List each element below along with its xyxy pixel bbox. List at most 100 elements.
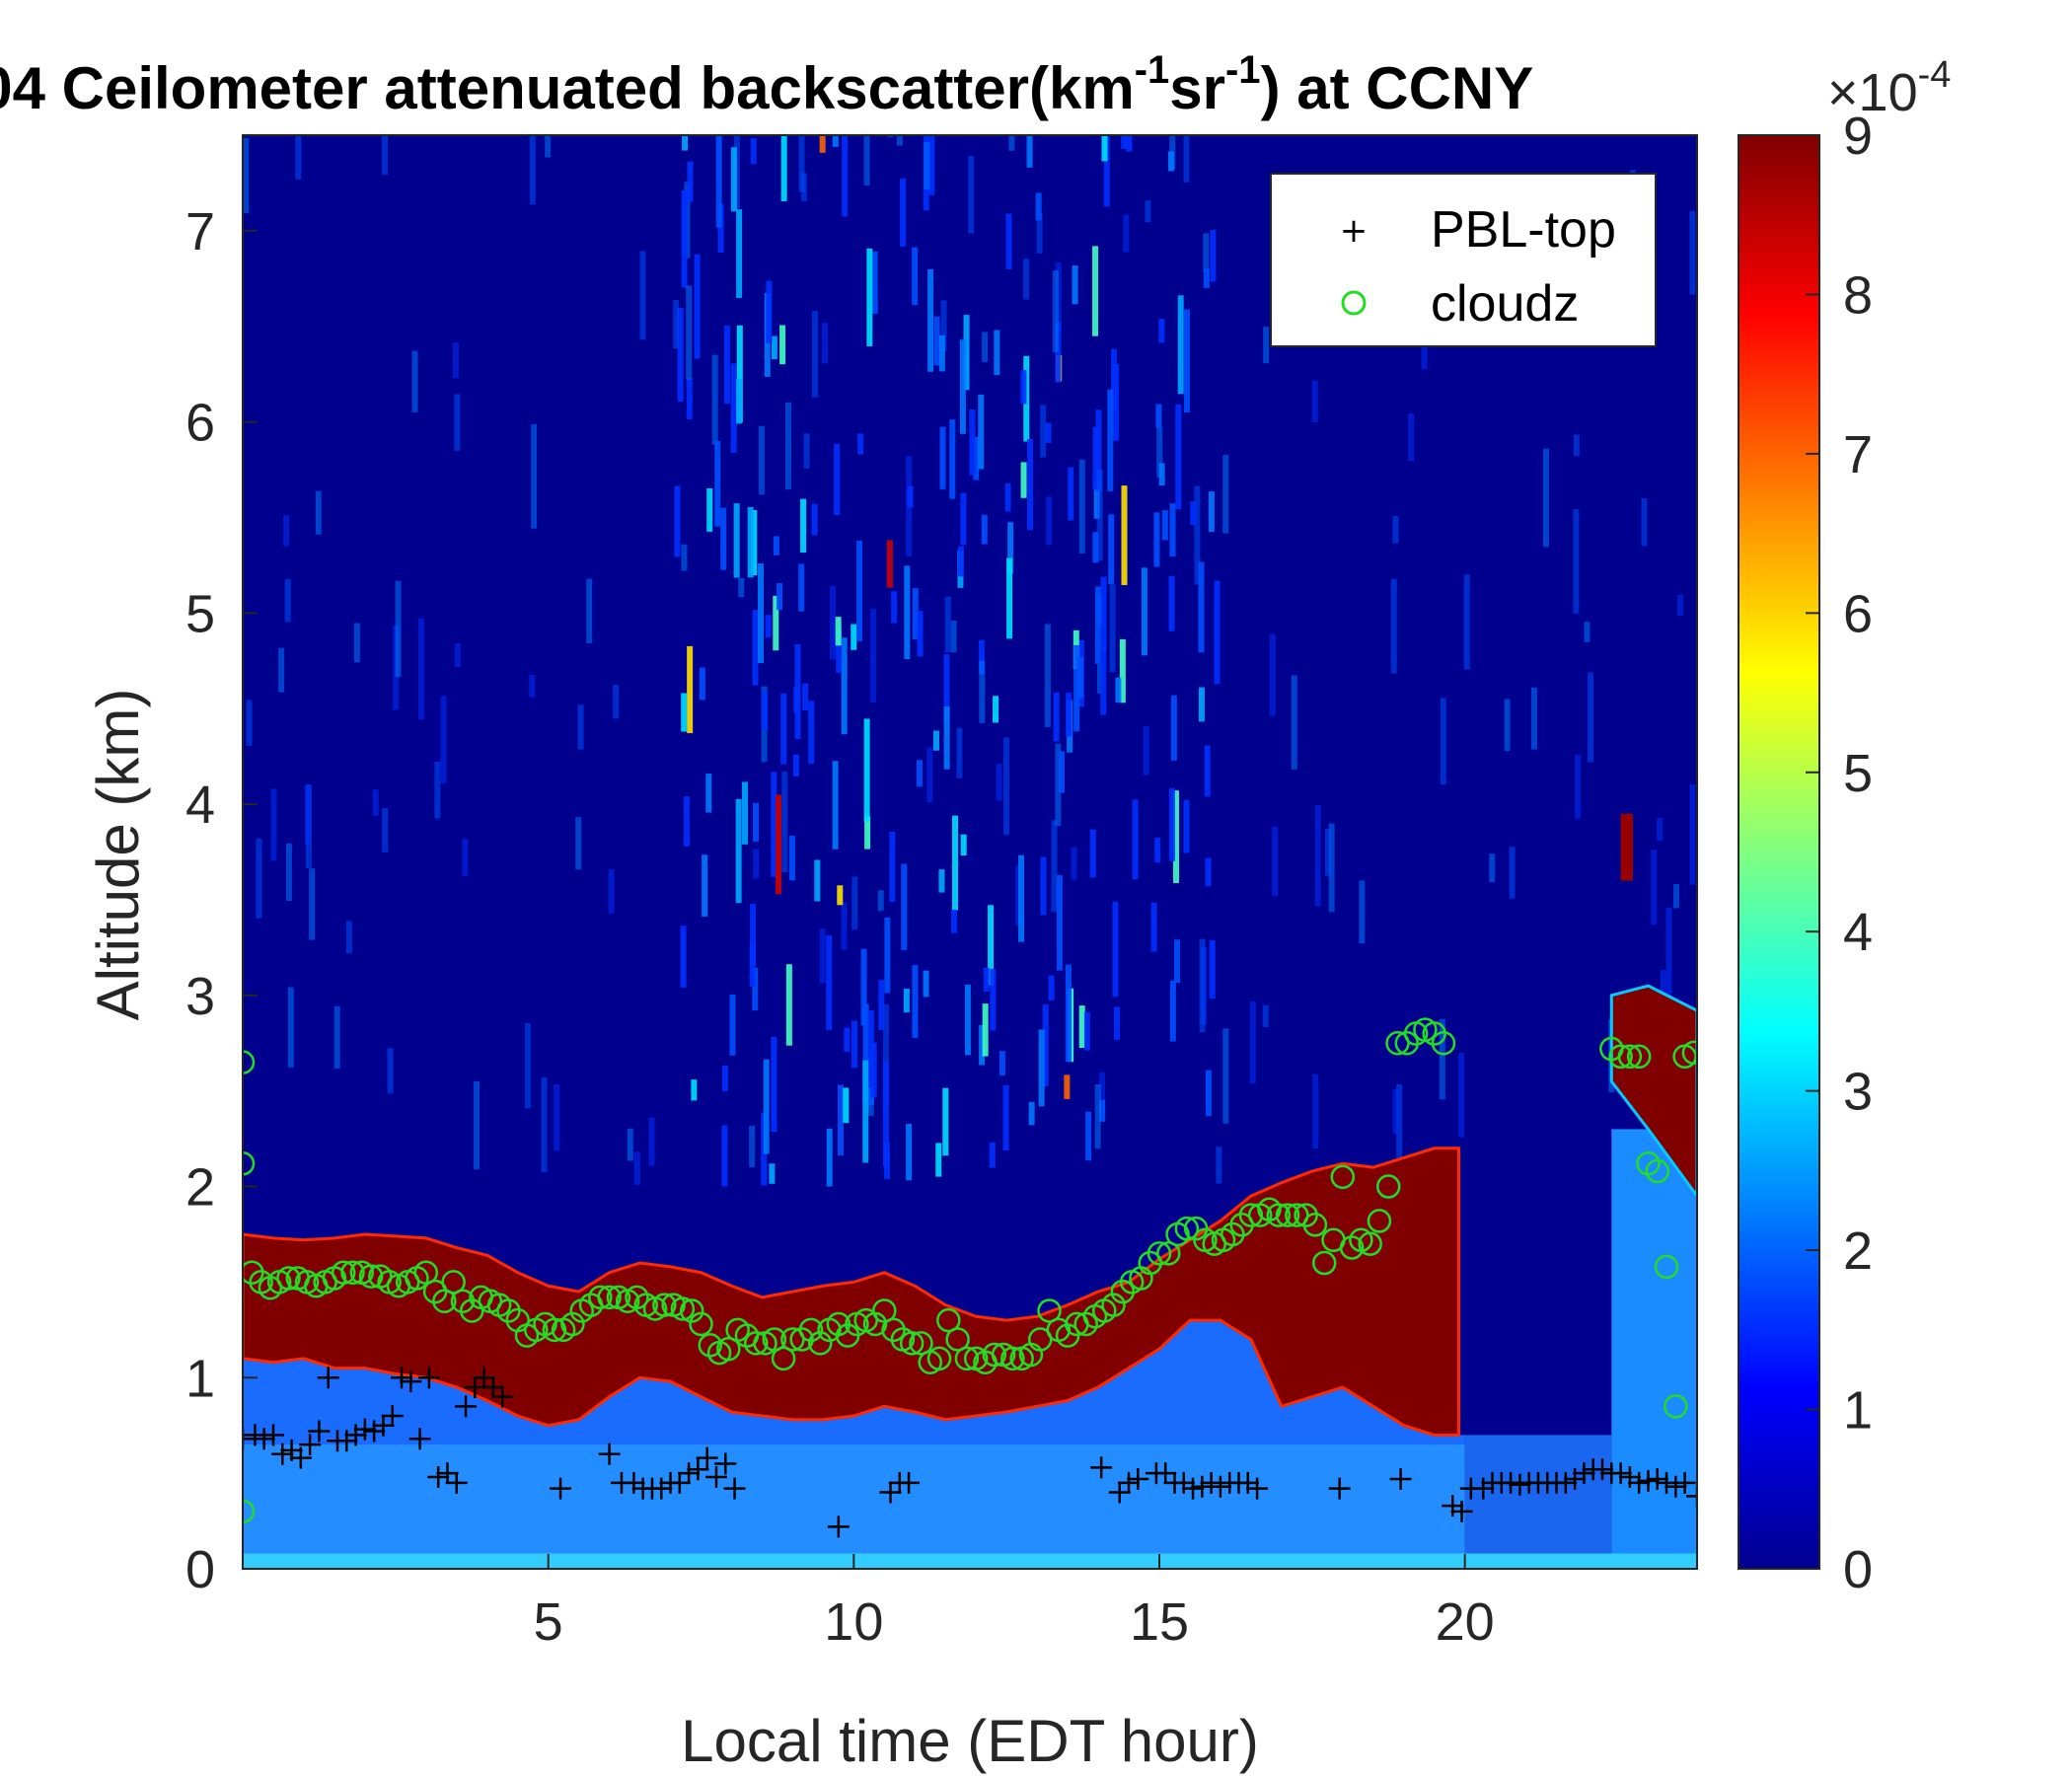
backscatter-speck (1072, 265, 1078, 305)
backscatter-speck (736, 325, 743, 423)
backscatter-speck (1641, 497, 1648, 547)
backscatter-speck (1155, 404, 1162, 428)
y-tick-label: 1 (185, 1349, 215, 1408)
backscatter-speck (1101, 135, 1108, 162)
backscatter-speck (1214, 580, 1221, 685)
backscatter-speck (1463, 574, 1470, 670)
backscatter-speck (1038, 1029, 1045, 1107)
backscatter-speck (792, 754, 799, 777)
backscatter-speck (1328, 823, 1335, 913)
backscatter-speck (864, 816, 871, 850)
backscatter-speck (304, 784, 311, 846)
backscatter-speck (938, 334, 945, 372)
backscatter-speck (758, 563, 765, 664)
backscatter-speck (1005, 213, 1012, 269)
pbl-top-point (1500, 1471, 1522, 1494)
backscatter-speck (1027, 438, 1034, 531)
backscatter-speck (1098, 1072, 1105, 1115)
backscatter-speck (729, 994, 736, 1056)
backscatter-speck (917, 611, 924, 657)
backscatter-speck (1078, 1005, 1085, 1049)
backscatter-speck (834, 443, 841, 516)
backscatter-speck (1035, 192, 1042, 221)
backscatter-speck (1119, 638, 1126, 703)
pbl-top-point (1236, 1471, 1259, 1494)
cloudz-point (780, 1327, 805, 1352)
backscatter-speck (993, 696, 999, 723)
backscatter-speck (969, 409, 976, 476)
backscatter-speck (1504, 699, 1511, 752)
cloudz-point (276, 1266, 301, 1291)
backscatter-speck (1172, 790, 1179, 883)
backscatter-speck (900, 178, 907, 247)
backscatter-speck (988, 905, 995, 986)
backscatter-speck (979, 1024, 986, 1066)
x-tick-label: 20 (1436, 1592, 1495, 1652)
pbl-top-point (408, 1428, 431, 1450)
backscatter-speck (1071, 847, 1077, 880)
cloudz-point (743, 1331, 769, 1356)
cloudz-point (872, 1298, 897, 1323)
backscatter-speck (1183, 309, 1190, 413)
legend: + PBL-top cloudz (1270, 173, 1657, 347)
backscatter-speck (979, 660, 986, 724)
backscatter-speck (387, 1048, 394, 1094)
backscatter-speck (1324, 828, 1331, 876)
backscatter-speck (837, 885, 844, 906)
backscatter-speck (866, 248, 873, 346)
backscatter-speck (1096, 663, 1103, 694)
cloudz-point (243, 1499, 256, 1524)
backscatter-speck (842, 135, 849, 217)
backscatter-speck (1173, 939, 1180, 984)
backscatter-speck (837, 1084, 844, 1156)
backscatter-speck (933, 316, 940, 366)
pbl-top-point (455, 1395, 478, 1418)
backscatter-speck (800, 173, 807, 201)
backscatter-speck (682, 135, 689, 151)
backscatter-speck (956, 727, 963, 778)
backscatter-speck (952, 815, 959, 911)
backscatter-speck (1458, 1053, 1465, 1138)
backscatter-speck (1222, 1028, 1229, 1124)
backscatter-speck (1046, 496, 1053, 546)
backscatter-speck (1190, 501, 1197, 526)
backscatter-speck (715, 135, 722, 228)
backscatter-speck (1396, 1083, 1403, 1170)
pbl-top-point (687, 1458, 709, 1481)
backscatter-speck (780, 693, 787, 765)
backscatter-speck (608, 869, 615, 914)
backscatter-speck (882, 1003, 889, 1108)
backscatter-speck (912, 247, 919, 306)
backscatter-speck (1100, 576, 1107, 652)
legend-box (1270, 173, 1657, 347)
backscatter-speck (1158, 319, 1165, 343)
backscatter-speck (1263, 327, 1270, 364)
pbl-top-point (598, 1443, 621, 1465)
backscatter-speck (1121, 135, 1128, 149)
backscatter-speck (1311, 381, 1318, 422)
backscatter-speck (916, 760, 923, 787)
backscatter-speck (711, 354, 718, 445)
backscatter-speck (857, 433, 864, 455)
backscatter-speck (1045, 422, 1052, 443)
plot-area (243, 0, 1705, 1569)
backscatter-speck (702, 854, 708, 917)
backscatter-speck (736, 378, 743, 424)
backscatter-speck (836, 628, 843, 673)
pbl-top-point (1686, 1485, 1697, 1508)
backscatter-speck (1092, 246, 1099, 336)
backscatter-speck (877, 890, 884, 912)
pbl-top-point (1665, 1475, 1687, 1498)
cloudz-point (689, 1311, 713, 1337)
x-axis-label: Local time (EDT hour) (681, 1708, 1259, 1774)
backscatter-speck (912, 965, 919, 1039)
pbl-top-point (1118, 1471, 1141, 1494)
pbl-top-point (1389, 1467, 1412, 1490)
cloudz-point (1683, 0, 1705, 11)
colorbar-exponent: ×10-4 (1827, 54, 1951, 122)
pbl-top-point (1637, 1469, 1660, 1492)
backscatter-speck (851, 624, 857, 650)
cloudz-point (1358, 1231, 1382, 1256)
cloudz-point (771, 1346, 796, 1371)
backscatter-speck (803, 433, 810, 469)
